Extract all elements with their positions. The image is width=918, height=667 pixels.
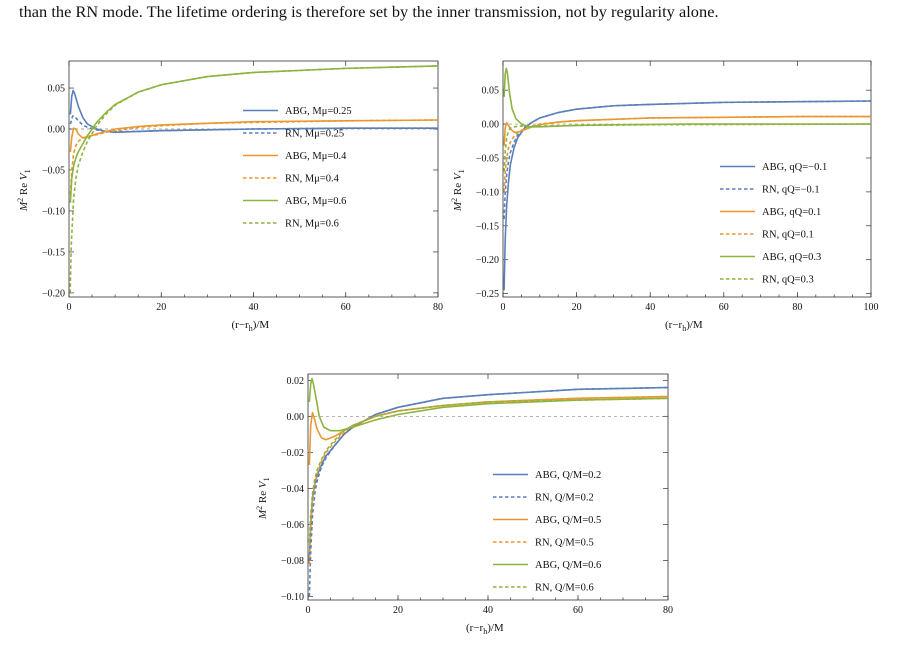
series-line: [503, 123, 871, 172]
chart-top-right: 0 20 40 60 80 100 −0.25 −0.20 −0.15 −0.10 −0.05 0.0…: [450, 60, 879, 333]
intro-paragraph: than the RN mode. The lifetime ordering …: [19, 2, 719, 21]
y-tick-label: 0.00: [287, 412, 305, 423]
x-axis-title: (r−rh)/M: [665, 319, 703, 333]
y-tick-label: 0.00: [482, 120, 500, 131]
series-line: [69, 119, 438, 153]
y-tick-label: 0.00: [48, 125, 66, 136]
legend-label: ABG, Q/M=0.6: [535, 560, 601, 571]
series-line: [308, 386, 668, 561]
series-group: [308, 377, 668, 597]
y-tick-label: 0.05: [482, 86, 500, 97]
y-axis-title: M2 Re V1: [16, 169, 32, 212]
x-tick-label: 80: [433, 302, 443, 313]
plot-frame: [68, 60, 439, 298]
y-tick-label: −0.05: [476, 153, 499, 164]
x-tick-label: 60: [573, 605, 583, 616]
y-tick-label: −0.05: [42, 165, 65, 176]
x-tick-label: 40: [645, 302, 655, 313]
legend-label: ABG, qQ=0.3: [762, 252, 821, 263]
y-axis-title: M2 Re V1: [255, 477, 271, 520]
legend-label: RN, qQ=0.1: [762, 230, 814, 241]
legend-label: ABG, qQ=−0.1: [762, 162, 827, 173]
y-tick-label: −0.15: [42, 247, 65, 258]
series-line: [308, 395, 668, 565]
legend: ABG, Mμ=0.25 RN, Mμ=0.25 ABG, Mμ=0.4 RN, Mμ…: [243, 106, 352, 230]
series-line: [503, 115, 871, 146]
legend-label: RN, Q/M=0.2: [535, 493, 594, 504]
legend-label: ABG, Mμ=0.6: [285, 196, 346, 207]
legend: ABG, Q/M=0.2 RN, Q/M=0.2 ABG, Q/M=0.5 RN, Q…: [493, 470, 601, 594]
series-line: [503, 100, 871, 220]
series-line: [503, 100, 871, 291]
legend-label: ABG, Mμ=0.4: [285, 151, 347, 162]
legend-label: RN, Mμ=0.25: [285, 129, 344, 140]
y-tick-label: −0.06: [281, 520, 304, 531]
x-tick-label: 100: [864, 302, 879, 313]
legend-label: ABG, Q/M=0.5: [535, 515, 601, 526]
legend-label: RN, Mμ=0.6: [285, 219, 339, 230]
y-tick-label: −0.08: [281, 556, 304, 567]
legend-label: ABG, qQ=0.1: [762, 207, 821, 218]
chart-top-left: 0 20 40 60 80 −0.20 −0.15 −0.10 −0.05 0.00 0.05 (r−…: [16, 60, 443, 333]
series-line: [69, 119, 438, 195]
chart-bottom: 0 20 40 60 80 −0.10 −0.08 −0.06 −0.04 −0.02 0.00 0.…: [255, 373, 673, 636]
y-tick-label: −0.10: [281, 592, 304, 603]
x-tick-label: 20: [156, 302, 166, 313]
x-tick-label: 40: [483, 605, 493, 616]
legend-label: ABG, Mμ=0.25: [285, 106, 352, 117]
x-tick-label: 20: [572, 302, 582, 313]
series-line: [308, 386, 668, 597]
x-tick-label: 80: [792, 302, 802, 313]
x-tick-label: 0: [67, 302, 72, 313]
series-line: [503, 115, 871, 192]
y-tick-label: 0.02: [287, 376, 305, 387]
legend-label: RN, Mμ=0.4: [285, 174, 340, 185]
legend-label: RN, Q/M=0.5: [535, 538, 594, 549]
legend-label: RN, Q/M=0.6: [535, 583, 594, 594]
series-group: [503, 67, 871, 291]
x-axis-title: (r−rh)/M: [466, 622, 504, 636]
legend-label: ABG, Q/M=0.2: [535, 470, 601, 481]
series-group: [69, 65, 438, 293]
y-tick-label: −0.10: [42, 206, 65, 217]
legend-label: RN, qQ=−0.1: [762, 185, 820, 196]
y-tick-label: −0.20: [476, 255, 499, 266]
legend: ABG, qQ=−0.1 RN, qQ=−0.1 ABG, qQ=0.1 RN, qQ…: [720, 162, 827, 286]
x-tick-label: 0: [501, 302, 506, 313]
x-tick-label: 20: [393, 605, 403, 616]
x-tick-label: 40: [249, 302, 259, 313]
series-line: [308, 397, 668, 543]
series-line: [69, 89, 438, 134]
x-axis-title: (r−rh)/M: [232, 319, 270, 333]
y-axis-title: M2 Re V1: [450, 169, 466, 212]
y-tick-label: −0.10: [476, 187, 499, 198]
x-tick-label: 60: [719, 302, 729, 313]
series-line: [69, 65, 438, 293]
y-tick-label: −0.02: [281, 448, 304, 459]
x-tick-label: 0: [306, 605, 311, 616]
series-line: [308, 377, 668, 432]
y-tick-label: −0.25: [476, 289, 499, 300]
y-tick-label: −0.04: [281, 484, 304, 495]
y-tick-label: −0.15: [476, 221, 499, 232]
series-line: [308, 395, 668, 465]
x-tick-label: 80: [663, 605, 673, 616]
y-tick-label: −0.20: [42, 288, 65, 299]
series-line: [69, 65, 438, 203]
plot-frame: [307, 373, 669, 601]
legend-label: RN, qQ=0.3: [762, 275, 814, 286]
y-tick-label: 0.05: [48, 84, 66, 95]
x-tick-label: 60: [341, 302, 351, 313]
